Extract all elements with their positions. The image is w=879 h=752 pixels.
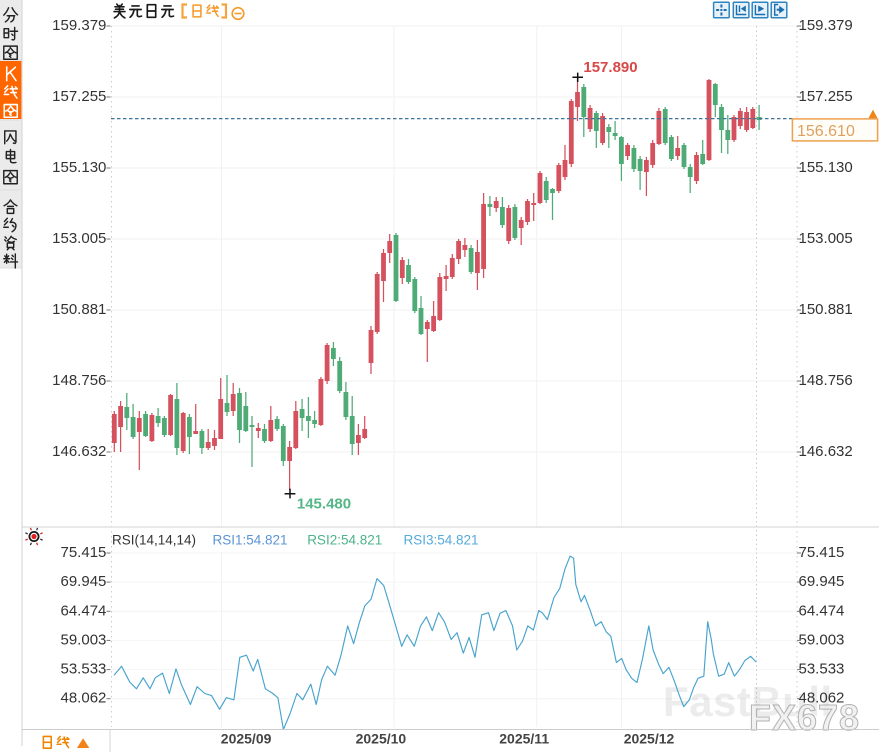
svg-text:64.474: 64.474 [799, 602, 845, 619]
svg-text:156.610: 156.610 [797, 123, 855, 140]
svg-text:148.756: 148.756 [52, 372, 106, 389]
svg-text:69.945: 69.945 [61, 573, 107, 590]
svg-text:159.379: 159.379 [799, 17, 853, 34]
svg-text:157.255: 157.255 [799, 88, 853, 105]
svg-text:48.062: 48.062 [61, 690, 107, 707]
svg-text:2025/09: 2025/09 [221, 731, 272, 747]
svg-text:53.533: 53.533 [61, 661, 107, 678]
svg-text:59.003: 59.003 [61, 631, 107, 648]
svg-text:2025/12: 2025/12 [624, 731, 675, 747]
svg-text:FastBull: FastBull [663, 678, 833, 725]
svg-text:2025/11: 2025/11 [499, 731, 549, 747]
svg-text:157.890: 157.890 [583, 59, 637, 76]
svg-text:75.415: 75.415 [61, 544, 107, 561]
svg-text:146.632: 146.632 [52, 443, 106, 460]
svg-text:153.005: 153.005 [52, 230, 106, 247]
svg-text:RSI1:54.821: RSI1:54.821 [213, 533, 288, 548]
svg-text:153.005: 153.005 [799, 230, 853, 247]
svg-text:157.255: 157.255 [52, 88, 106, 105]
svg-text:RSI3:54.821: RSI3:54.821 [404, 533, 479, 548]
svg-text:148.756: 148.756 [799, 372, 853, 389]
svg-text:155.130: 155.130 [799, 159, 853, 176]
svg-text:155.130: 155.130 [52, 159, 106, 176]
svg-text:150.881: 150.881 [799, 301, 853, 318]
svg-text:48.062: 48.062 [799, 690, 845, 707]
svg-text:FX678: FX678 [749, 697, 860, 738]
svg-text:145.480: 145.480 [297, 496, 351, 513]
svg-text:150.881: 150.881 [52, 301, 106, 318]
svg-text:2025/10: 2025/10 [356, 731, 407, 747]
svg-text:146.632: 146.632 [799, 443, 853, 460]
svg-text:75.415: 75.415 [799, 544, 845, 561]
svg-text:RSI(14,14,14): RSI(14,14,14) [112, 533, 196, 548]
svg-text:RSI2:54.821: RSI2:54.821 [307, 533, 382, 548]
svg-text:64.474: 64.474 [61, 602, 107, 619]
svg-text:69.945: 69.945 [799, 573, 845, 590]
svg-text:53.533: 53.533 [799, 661, 845, 678]
svg-text:159.379: 159.379 [52, 17, 106, 34]
svg-text:59.003: 59.003 [799, 631, 845, 648]
